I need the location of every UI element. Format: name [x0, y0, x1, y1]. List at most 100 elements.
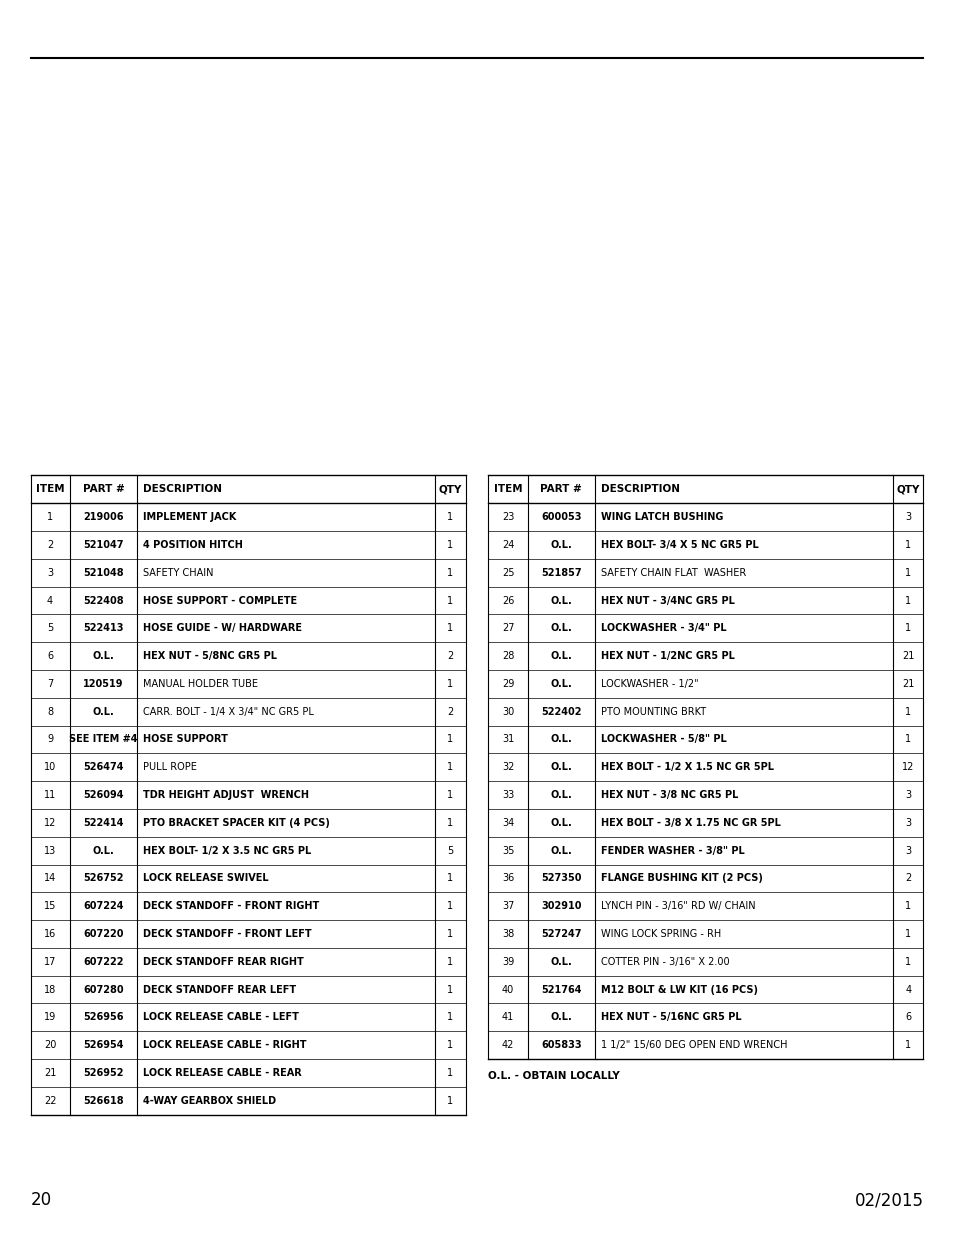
Text: QTY: QTY [896, 484, 919, 494]
Text: 526474: 526474 [83, 762, 124, 772]
Text: LOCK RELEASE CABLE - LEFT: LOCK RELEASE CABLE - LEFT [143, 1013, 298, 1023]
Text: 1: 1 [904, 595, 910, 605]
Text: O.L.: O.L. [550, 818, 572, 827]
Text: 12: 12 [44, 818, 56, 827]
Text: LOCKWASHER - 1/2": LOCKWASHER - 1/2" [600, 679, 698, 689]
Text: O.L.: O.L. [550, 762, 572, 772]
Text: ITEM: ITEM [36, 484, 65, 494]
Text: 3: 3 [904, 790, 910, 800]
Text: 1: 1 [447, 624, 453, 634]
Text: HOSE GUIDE - W/ HARDWARE: HOSE GUIDE - W/ HARDWARE [143, 624, 301, 634]
Text: 3: 3 [904, 513, 910, 522]
Text: 1: 1 [904, 735, 910, 745]
Text: SAFETY CHAIN FLAT  WASHER: SAFETY CHAIN FLAT WASHER [600, 568, 745, 578]
Text: 31: 31 [501, 735, 514, 745]
Text: 23: 23 [501, 513, 514, 522]
Text: 1: 1 [447, 1013, 453, 1023]
Text: O.L.: O.L. [550, 679, 572, 689]
Text: 42: 42 [501, 1040, 514, 1050]
Text: 21: 21 [44, 1068, 56, 1078]
Text: 527350: 527350 [540, 873, 581, 883]
Text: 1: 1 [904, 902, 910, 911]
Text: 18: 18 [44, 984, 56, 994]
Text: 1: 1 [447, 818, 453, 827]
Text: 02/2015: 02/2015 [854, 1192, 923, 1209]
Text: 1: 1 [447, 1095, 453, 1105]
Text: 38: 38 [501, 929, 514, 939]
Text: HEX BOLT - 1/2 X 1.5 NC GR 5PL: HEX BOLT - 1/2 X 1.5 NC GR 5PL [600, 762, 773, 772]
Text: PART #: PART # [82, 484, 124, 494]
Text: 526094: 526094 [83, 790, 124, 800]
Text: 20: 20 [30, 1192, 51, 1209]
Text: 522408: 522408 [83, 595, 124, 605]
Text: FENDER WASHER - 3/8" PL: FENDER WASHER - 3/8" PL [600, 846, 743, 856]
Text: 1: 1 [47, 513, 53, 522]
Text: 1: 1 [447, 873, 453, 883]
Text: HEX NUT - 5/16NC GR5 PL: HEX NUT - 5/16NC GR5 PL [600, 1013, 740, 1023]
Text: DESCRIPTION: DESCRIPTION [143, 484, 222, 494]
Text: 10: 10 [44, 762, 56, 772]
Text: 605833: 605833 [540, 1040, 581, 1050]
Text: 1: 1 [447, 679, 453, 689]
Text: LOCKWASHER - 3/4" PL: LOCKWASHER - 3/4" PL [600, 624, 725, 634]
Text: FLANGE BUSHING KIT (2 PCS): FLANGE BUSHING KIT (2 PCS) [600, 873, 761, 883]
Text: 33: 33 [501, 790, 514, 800]
Text: 1: 1 [447, 957, 453, 967]
Text: HOSE SUPPORT - COMPLETE: HOSE SUPPORT - COMPLETE [143, 595, 296, 605]
Text: WING LATCH BUSHING: WING LATCH BUSHING [600, 513, 722, 522]
Text: O.L.: O.L. [550, 790, 572, 800]
Text: PTO MOUNTING BRKT: PTO MOUNTING BRKT [600, 706, 705, 716]
Text: 1: 1 [447, 1040, 453, 1050]
Text: 1: 1 [447, 902, 453, 911]
Text: 36: 36 [501, 873, 514, 883]
Text: DECK STANDOFF REAR LEFT: DECK STANDOFF REAR LEFT [143, 984, 295, 994]
Text: 522402: 522402 [540, 706, 581, 716]
Text: 526752: 526752 [83, 873, 124, 883]
Text: 4: 4 [904, 984, 910, 994]
Text: O.L.: O.L. [550, 1013, 572, 1023]
Text: PART #: PART # [539, 484, 581, 494]
Text: 1: 1 [447, 595, 453, 605]
Text: HOSE SUPPORT: HOSE SUPPORT [143, 735, 228, 745]
Text: 22: 22 [44, 1095, 56, 1105]
Text: 21: 21 [902, 651, 914, 661]
Text: 9: 9 [47, 735, 53, 745]
Text: 21: 21 [902, 679, 914, 689]
Text: 2: 2 [447, 706, 453, 716]
Text: 1: 1 [904, 929, 910, 939]
Text: 526956: 526956 [83, 1013, 124, 1023]
Text: LOCKWASHER - 5/8" PL: LOCKWASHER - 5/8" PL [600, 735, 726, 745]
Text: HEX NUT - 3/4NC GR5 PL: HEX NUT - 3/4NC GR5 PL [600, 595, 734, 605]
Text: 34: 34 [501, 818, 514, 827]
Text: M12 BOLT & LW KIT (16 PCS): M12 BOLT & LW KIT (16 PCS) [600, 984, 757, 994]
Text: 39: 39 [501, 957, 514, 967]
Text: 1: 1 [447, 762, 453, 772]
Text: IMPLEMENT JACK: IMPLEMENT JACK [143, 513, 236, 522]
Text: 1: 1 [447, 1068, 453, 1078]
Text: 1: 1 [447, 929, 453, 939]
Text: 120519: 120519 [83, 679, 124, 689]
Text: O.L.: O.L. [550, 624, 572, 634]
Text: 24: 24 [501, 540, 514, 550]
Text: O.L.: O.L. [92, 651, 114, 661]
Text: 600053: 600053 [540, 513, 581, 522]
Text: DECK STANDOFF - FRONT LEFT: DECK STANDOFF - FRONT LEFT [143, 929, 311, 939]
Text: 20: 20 [44, 1040, 56, 1050]
Text: DESCRIPTION: DESCRIPTION [600, 484, 679, 494]
Text: COTTER PIN - 3/16" X 2.00: COTTER PIN - 3/16" X 2.00 [600, 957, 729, 967]
Text: HEX BOLT- 3/4 X 5 NC GR5 PL: HEX BOLT- 3/4 X 5 NC GR5 PL [600, 540, 758, 550]
Text: LOCK RELEASE CABLE - RIGHT: LOCK RELEASE CABLE - RIGHT [143, 1040, 306, 1050]
Text: 5: 5 [47, 624, 53, 634]
Text: LOCK RELEASE CABLE - REAR: LOCK RELEASE CABLE - REAR [143, 1068, 301, 1078]
Text: HEX NUT - 1/2NC GR5 PL: HEX NUT - 1/2NC GR5 PL [600, 651, 734, 661]
Text: O.L.: O.L. [550, 957, 572, 967]
Text: WING LOCK SPRING - RH: WING LOCK SPRING - RH [600, 929, 720, 939]
Text: 29: 29 [501, 679, 514, 689]
Text: 4-WAY GEARBOX SHIELD: 4-WAY GEARBOX SHIELD [143, 1095, 275, 1105]
Text: 527247: 527247 [540, 929, 581, 939]
Text: 27: 27 [501, 624, 514, 634]
Text: O.L.: O.L. [550, 735, 572, 745]
Text: PULL ROPE: PULL ROPE [143, 762, 196, 772]
Text: O.L.: O.L. [92, 706, 114, 716]
Text: 1: 1 [904, 957, 910, 967]
